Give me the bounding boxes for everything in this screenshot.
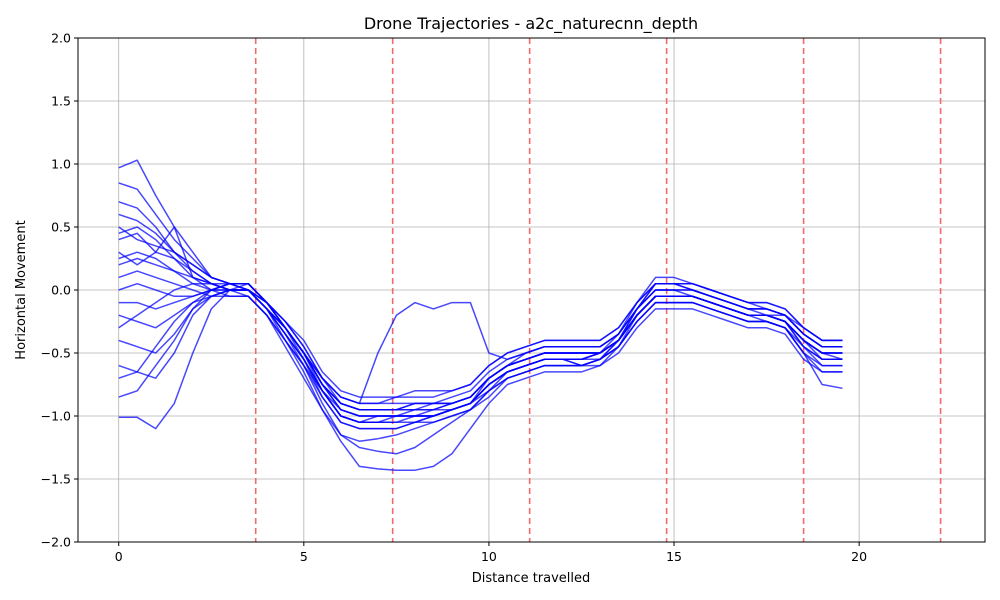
y-tick-label: −1.0 bbox=[41, 409, 71, 424]
x-tick-label: 20 bbox=[851, 549, 867, 564]
x-tick-label: 5 bbox=[300, 549, 308, 564]
x-axis-ticks: 0 5 10 15 20 bbox=[115, 542, 867, 564]
trajectory-line bbox=[118, 251, 843, 405]
y-tick-label: −1.5 bbox=[41, 472, 71, 487]
x-tick-label: 0 bbox=[115, 549, 123, 564]
y-tick-label: −0.5 bbox=[41, 346, 71, 361]
x-tick-label: 10 bbox=[481, 549, 497, 564]
trajectory-lines bbox=[118, 159, 843, 471]
y-tick-label: 1.0 bbox=[51, 157, 71, 172]
y-tick-label: 1.5 bbox=[51, 94, 71, 109]
trajectory-line bbox=[118, 226, 843, 442]
trajectory-line bbox=[118, 282, 843, 411]
y-tick-label: −2.0 bbox=[41, 535, 71, 550]
x-axis-label: Distance travelled bbox=[472, 571, 591, 586]
y-tick-label: 0.5 bbox=[51, 220, 71, 235]
y-tick-label: 2.0 bbox=[51, 31, 71, 46]
y-axis-label: Horizontal Movement bbox=[14, 220, 29, 359]
x-tick-label: 15 bbox=[666, 549, 682, 564]
chart-title: Drone Trajectories - a2c_naturecnn_depth bbox=[364, 14, 698, 34]
y-axis-ticks: 2.0 1.5 1.0 0.5 0.0 −0.5 −1.0 −1.5 −2.0 bbox=[41, 31, 78, 550]
y-tick-label: 0.0 bbox=[51, 283, 71, 298]
